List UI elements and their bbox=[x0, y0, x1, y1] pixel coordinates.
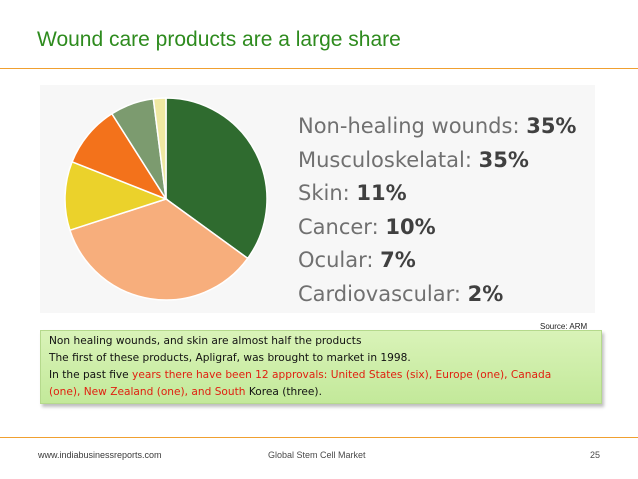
note-callout: Non healing wounds, and skin are almost … bbox=[40, 330, 602, 404]
legend-item-ocular: Ocular: 7% bbox=[298, 244, 576, 278]
pie-slice-0 bbox=[165, 97, 268, 260]
legend-item-musculoskelatal: Musculoskelatal: 35% bbox=[298, 144, 576, 178]
note-highlight: years there have been 12 approvals: Unit… bbox=[132, 369, 552, 381]
footer-website: www.indiabusinessreports.com bbox=[38, 450, 162, 460]
legend-label: Cancer: bbox=[298, 214, 379, 239]
footer-title: Global Stem Cell Market bbox=[268, 450, 366, 460]
note-line: Non healing wounds, and skin are almost … bbox=[49, 335, 362, 347]
legend-label: Non-healing wounds: bbox=[298, 114, 520, 138]
footer-divider bbox=[0, 437, 638, 438]
pie-chart bbox=[64, 97, 268, 301]
chart-legend: Non-healing wounds: 35% Musculoskelatal:… bbox=[298, 110, 576, 311]
legend-label: Cardiovascular: bbox=[298, 281, 461, 306]
note-text: In the past five bbox=[49, 369, 133, 381]
chart-panel bbox=[40, 85, 595, 313]
legend-item-non-healing-wounds: Non-healing wounds: 35% bbox=[298, 110, 576, 144]
legend-value: 10% bbox=[385, 214, 436, 239]
source-caption: Source: ARM bbox=[540, 322, 588, 331]
legend-value: 7% bbox=[380, 248, 416, 272]
legend-value: 11% bbox=[356, 181, 407, 205]
legend-item-skin: Skin: 11% bbox=[298, 177, 576, 211]
pie-slice-1 bbox=[68, 198, 249, 301]
legend-label: Skin: bbox=[298, 181, 350, 205]
pie-slice-2 bbox=[64, 160, 169, 232]
title-divider bbox=[0, 68, 638, 69]
note-text: Korea (three). bbox=[248, 386, 322, 398]
note-line: In the past five years there have been 1… bbox=[49, 367, 593, 384]
note-line: The first of these products, Apligraf, w… bbox=[49, 352, 411, 364]
note-highlight: (one), New Zealand (one), and South bbox=[49, 386, 249, 398]
legend-label: Ocular: bbox=[298, 248, 374, 272]
note-line: (one), New Zealand (one), and South Kore… bbox=[49, 384, 593, 401]
legend-item-cardiovascular: Cardiovascular: 2% bbox=[298, 278, 576, 312]
pie-slice-5 bbox=[152, 97, 167, 200]
legend-value: 35% bbox=[478, 147, 529, 172]
legend-value: 35% bbox=[526, 114, 577, 138]
legend-label: Musculoskelatal: bbox=[298, 147, 472, 172]
legend-item-cancer: Cancer: 10% bbox=[298, 211, 576, 245]
legend-value: 2% bbox=[467, 281, 504, 306]
page-number: 25 bbox=[590, 450, 601, 460]
slide-title: Wound care products are a large share bbox=[37, 28, 401, 51]
